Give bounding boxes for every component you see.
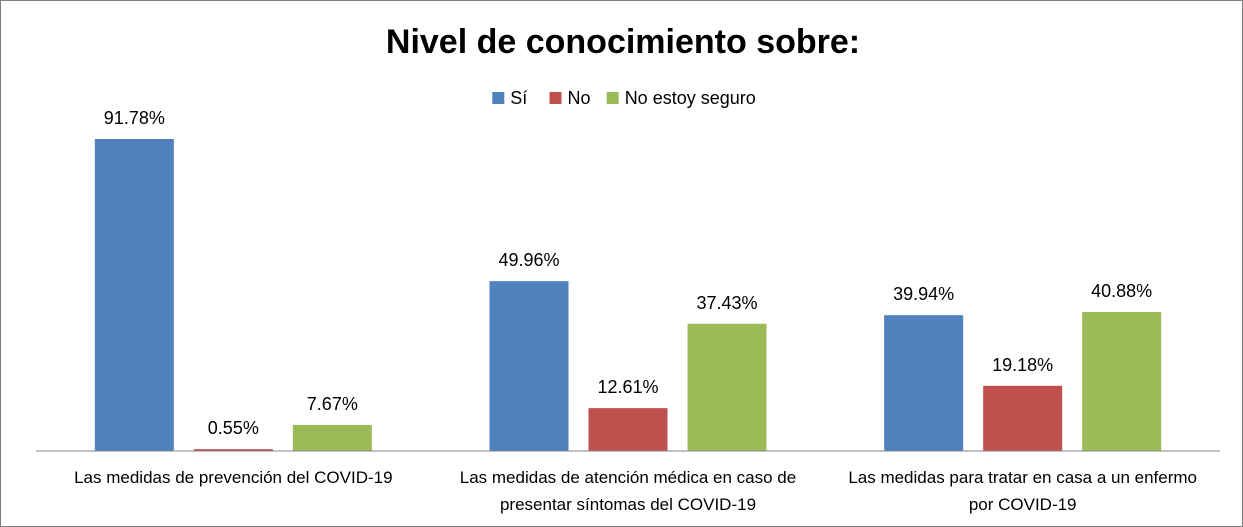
bar-1-2 [193, 449, 273, 451]
bar-2-2 [588, 408, 668, 451]
category-labels: Las medidas de prevención del COVID-19 La… [74, 468, 1197, 514]
bar-1-3 [292, 424, 372, 451]
category-label-2-line-2: presentar síntomas del COVID-19 [500, 495, 756, 514]
bar-2-1 [489, 281, 569, 451]
legend-label-3: No estoy seguro [625, 88, 756, 108]
data-labels: 91.78% 0.55% 7.67% 49.96% 12.61% 37.43% 39.94%… [104, 108, 1152, 438]
bar-1-1 [94, 139, 174, 451]
data-label-3-1: 39.94% [893, 284, 954, 304]
legend: Sí No No estoy seguro [492, 88, 756, 108]
bar-3-1 [884, 315, 964, 451]
bar-3-3 [1082, 312, 1162, 451]
legend-swatch-2 [549, 92, 562, 104]
data-label-1-3: 7.67% [307, 394, 358, 414]
category-label-1: Las medidas de prevención del COVID-19 [74, 468, 392, 487]
legend-label-1: Sí [510, 88, 527, 108]
data-label-1-1: 91.78% [104, 108, 165, 128]
data-label-3-2: 19.18% [992, 355, 1053, 375]
category-label-3-line-2: por COVID-19 [969, 495, 1077, 514]
bar-2-3 [687, 323, 767, 451]
category-label-2: Las medidas de atención médica en caso d… [460, 468, 796, 487]
data-label-2-2: 12.61% [597, 377, 658, 397]
category-label-3: Las medidas para tratar en casa a un enf… [848, 468, 1197, 487]
data-label-1-2: 0.55% [208, 418, 259, 438]
bar-3-2 [983, 385, 1063, 451]
legend-label-2: No [568, 88, 591, 108]
data-label-3-3: 40.88% [1091, 281, 1152, 301]
data-label-2-3: 37.43% [696, 293, 757, 313]
bars [94, 139, 1162, 451]
chart-title: Nivel de conocimiento sobre: [386, 23, 860, 61]
legend-swatch-3 [606, 92, 619, 104]
data-label-2-1: 49.96% [498, 250, 559, 270]
legend-swatch-1 [492, 92, 505, 104]
